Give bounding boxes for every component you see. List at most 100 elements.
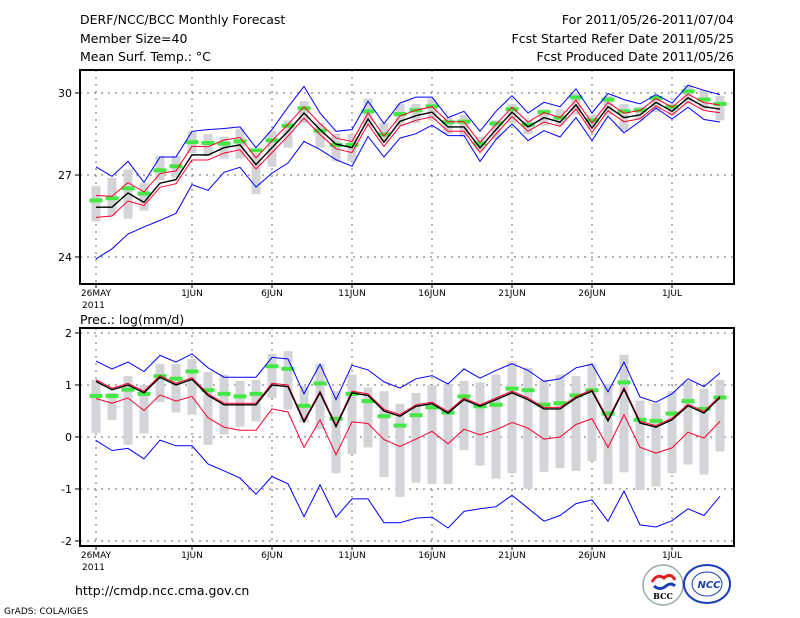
- ensemble-range-bar: [155, 155, 165, 181]
- ensemble-max-line: [95, 353, 721, 403]
- ensemble-range-bar: [443, 117, 453, 134]
- precip-panel-title: Prec.: log(mm/d): [80, 312, 184, 327]
- spread-upper-line: [95, 93, 721, 197]
- observation-mark: [409, 413, 423, 418]
- x-tick-label: 1JUL: [662, 289, 682, 299]
- observation-mark: [649, 418, 663, 423]
- observation-mark: [601, 411, 615, 416]
- observation-mark: [281, 366, 295, 371]
- observation-mark: [153, 168, 167, 173]
- bcc-logo-blue-swirl: [653, 582, 677, 590]
- x-tick-label: 11JUN: [338, 551, 365, 561]
- ensemble-min-line: [95, 439, 721, 529]
- ncc-logo: NCC: [683, 564, 731, 604]
- observation-mark: [617, 380, 631, 385]
- precipitation-panel: -2 -1 0 1 2 26MAY 2011 1JUN 6JUN 11JUN 16JUN 21JUN 2…: [61, 327, 735, 573]
- ensemble-range-bar: [315, 364, 325, 430]
- ensemble-range-bar: [411, 392, 421, 483]
- observation-mark: [457, 394, 471, 399]
- ensemble-range-bar: [651, 403, 661, 487]
- x-tick-label: 6JUN: [261, 551, 283, 561]
- ensemble-range-bar: [139, 385, 149, 434]
- ensemble-range-bar: [683, 380, 693, 465]
- x-tick-label: 16JUN: [418, 551, 445, 561]
- observation-mark: [217, 391, 231, 396]
- observation-mark: [425, 405, 439, 410]
- observation-mark: [569, 393, 583, 398]
- observation-mark: [201, 141, 215, 146]
- x-tick-year-label: 2011: [82, 301, 105, 311]
- ensemble-range-bar: [315, 123, 325, 148]
- source-url[interactable]: http://cmdp.ncc.cma.gov.cn: [75, 583, 249, 598]
- observation-mark: [521, 122, 535, 127]
- x-tick-year-label: 2011: [82, 563, 105, 573]
- y-tick-label: -2: [61, 535, 72, 548]
- ensemble-min-line: [95, 106, 721, 260]
- ensemble-max-line: [95, 84, 721, 184]
- observation-mark: [249, 391, 263, 396]
- ensemble-range-bar: [379, 391, 389, 478]
- observation-mark: [169, 164, 183, 169]
- x-tick-label: 26MAY: [81, 289, 112, 299]
- ensemble-range-bar: [459, 380, 469, 450]
- observation-mark: [169, 376, 183, 381]
- observation-mark: [329, 416, 343, 421]
- bcc-logo-red-swirl: [650, 573, 677, 583]
- observation-mark: [217, 141, 231, 146]
- observation-mark: [489, 121, 503, 126]
- x-tick-label: 26JUN: [578, 551, 605, 561]
- observation-mark: [393, 112, 407, 117]
- x-tick-label: 26JUN: [578, 289, 605, 299]
- observation-mark: [121, 387, 135, 392]
- ensemble-range-bar: [363, 387, 373, 448]
- observation-mark: [185, 140, 199, 145]
- observation-mark: [345, 142, 359, 147]
- ensemble-mean-line: [96, 97, 721, 208]
- ensemble-range-bar: [251, 153, 261, 195]
- x-tick-label: 1JUL: [662, 551, 682, 561]
- ensemble-range-bar: [651, 95, 661, 113]
- x-tick-label: 21JUN: [498, 551, 525, 561]
- observation-mark: [137, 391, 151, 396]
- observation-mark: [281, 123, 295, 128]
- observation-mark: [713, 101, 727, 106]
- ensemble-range-bar: [571, 376, 581, 471]
- ensemble-range-bar: [283, 351, 293, 410]
- ensemble-range-bar: [635, 400, 645, 491]
- observation-mark: [201, 388, 215, 393]
- ensemble-mean-line: [95, 376, 721, 429]
- bcc-logo-ring: [642, 564, 684, 606]
- ensemble-range-bar: [235, 128, 245, 159]
- ncc-logo-inner-ring: [691, 571, 723, 597]
- observation-mark: [233, 394, 247, 399]
- ncc-logo-outer-ring: [683, 564, 731, 604]
- plot-frame: [79, 69, 735, 285]
- observation-mark: [681, 89, 695, 94]
- observation-mark: [105, 196, 119, 201]
- ensemble-range-bar: [331, 391, 341, 474]
- ensemble-range-bar: [91, 379, 101, 433]
- y-tick-label: 1: [65, 379, 72, 392]
- grads-credit: GrADS: COLA/IGES: [4, 607, 88, 617]
- observation-mark: [697, 406, 711, 411]
- observation-mark: [441, 120, 455, 125]
- bcc-logo: BCC: [642, 564, 684, 606]
- observation-mark: [473, 141, 487, 146]
- observation-mark: [713, 395, 727, 400]
- x-tick-label: 6JUN: [261, 289, 283, 299]
- observation-mark: [89, 198, 103, 203]
- observation-mark: [649, 95, 663, 100]
- observation-mark: [393, 423, 407, 428]
- bcc-logo-text: BCC: [653, 591, 673, 601]
- observation-mark: [185, 369, 199, 374]
- ensemble-range-bar: [539, 379, 549, 472]
- observation-mark: [601, 97, 615, 102]
- y-tick-label: -1: [61, 483, 72, 496]
- ensemble-range-bar: [555, 374, 565, 469]
- observation-mark: [265, 364, 279, 369]
- ensemble-range-bar: [251, 379, 261, 422]
- spread-lower-line: [95, 394, 721, 456]
- observation-mark: [681, 399, 695, 404]
- member-size: Member Size=40: [80, 31, 187, 46]
